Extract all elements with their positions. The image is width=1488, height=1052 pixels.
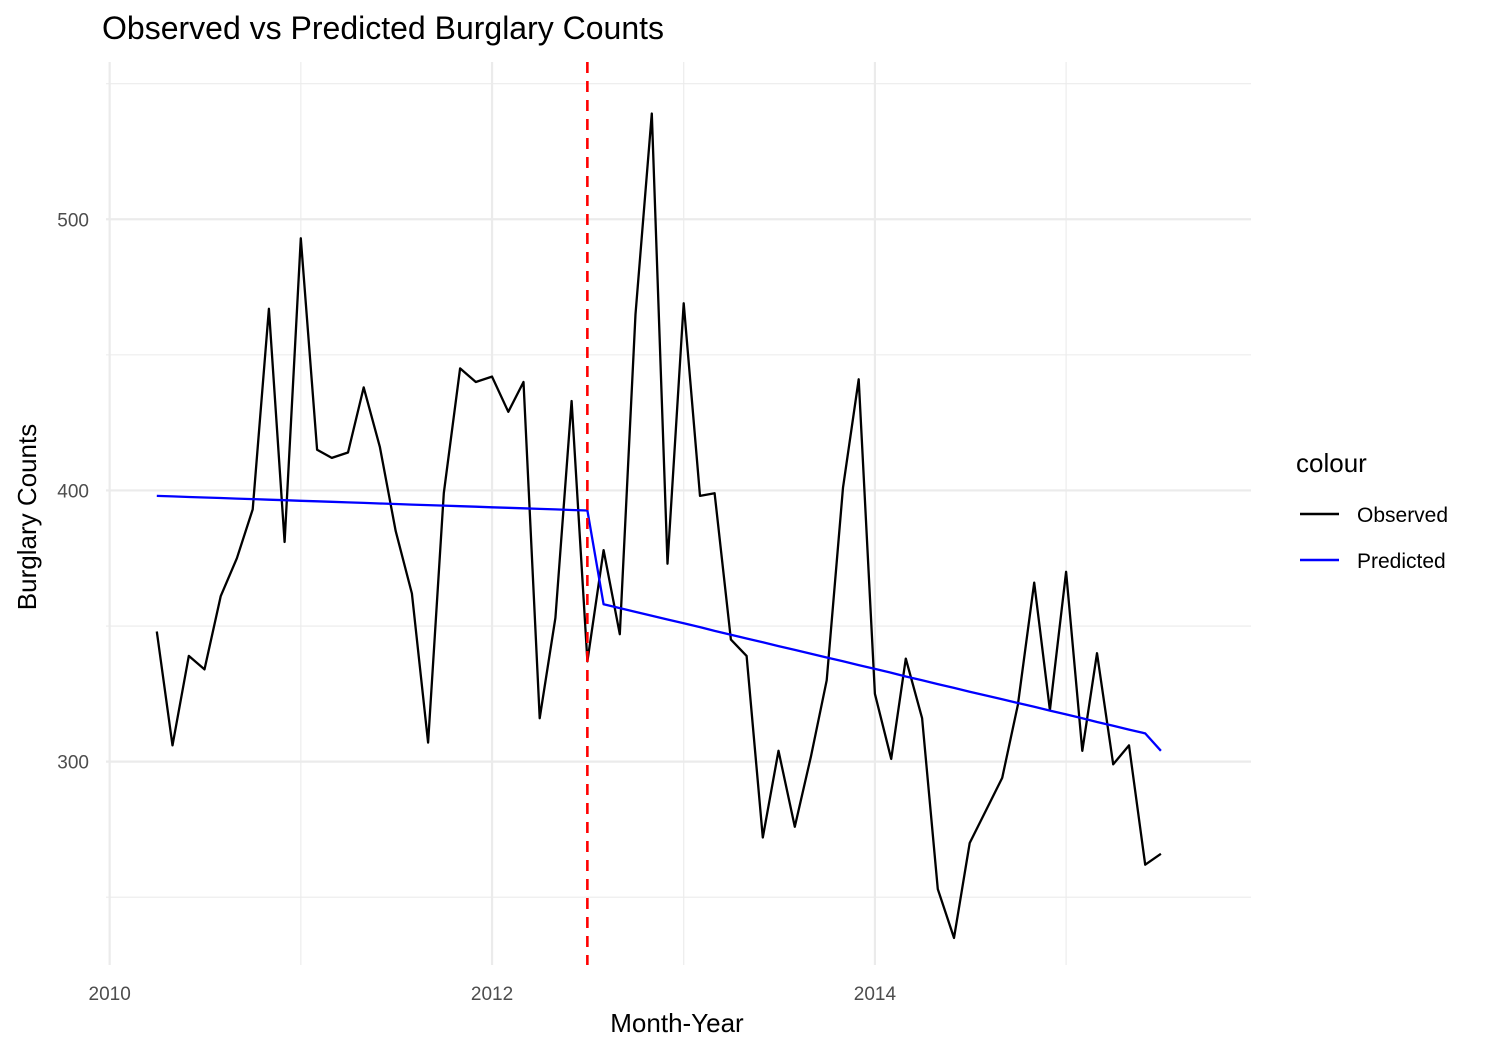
- y-axis-title: Burglary Counts: [12, 424, 42, 610]
- legend-label-predicted: Predicted: [1357, 550, 1446, 573]
- x-tick-label: 2014: [854, 984, 897, 1005]
- y-tick-label: 500: [57, 210, 89, 231]
- x-tick-label: 2012: [471, 984, 513, 1005]
- series-layer: [155, 112, 1162, 940]
- y-tick-label: 300: [57, 753, 89, 774]
- major-gridlines: [106, 62, 1251, 965]
- minor-gridlines: [106, 62, 1251, 965]
- legend-label-observed: Observed: [1357, 504, 1448, 527]
- series-line-predicted: [156, 494, 1162, 752]
- y-axis-ticks: 300 400 500: [57, 210, 89, 773]
- chart-title: Observed vs Predicted Burglary Counts: [102, 10, 664, 46]
- series-line-observed: [155, 112, 1162, 940]
- legend: colour Observed Predicted: [1296, 448, 1448, 573]
- x-axis-title: Month-Year: [610, 1008, 744, 1038]
- x-tick-label: 2010: [89, 984, 131, 1005]
- x-axis-ticks: 2010 2012 2014: [89, 984, 897, 1005]
- legend-title: colour: [1296, 448, 1367, 478]
- y-tick-label: 400: [57, 481, 89, 502]
